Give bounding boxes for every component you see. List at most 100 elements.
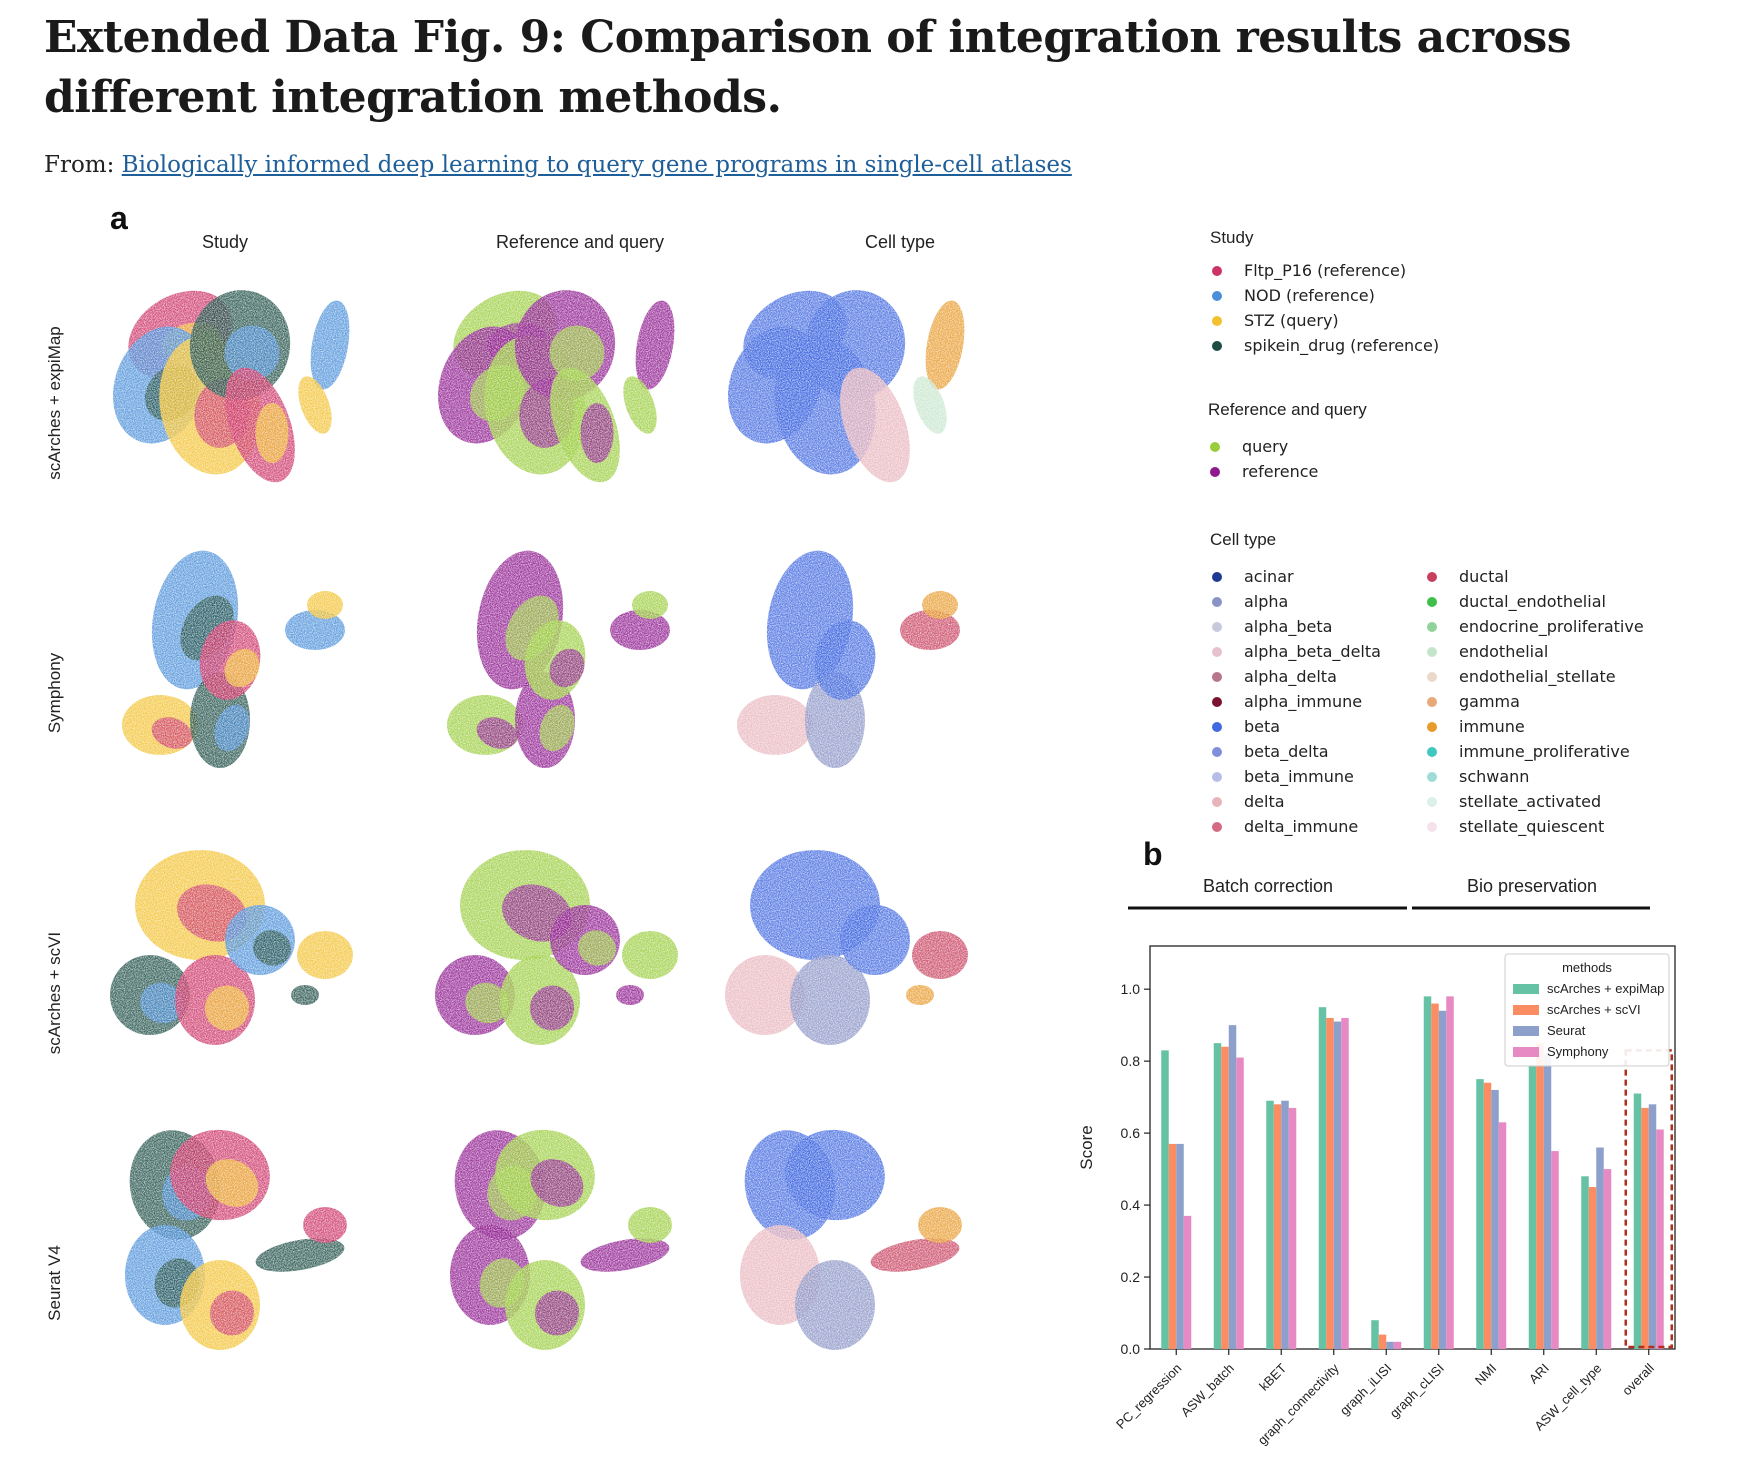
bar [1476, 1079, 1484, 1349]
bar [1161, 1050, 1169, 1349]
legend-item: gamma [1425, 689, 1644, 714]
umap-cluster [795, 1260, 875, 1350]
chart-legend-swatch [1513, 1005, 1539, 1015]
legend-label: alpha_immune [1244, 692, 1363, 711]
umap-cluster [476, 717, 518, 749]
umap-cluster [530, 1159, 584, 1207]
x-tick-label: kBET [1256, 1360, 1289, 1393]
legend-item: alpha_beta_delta [1210, 639, 1425, 664]
panel-a-letter: a [110, 200, 128, 236]
chart-legend-label: Symphony [1547, 1044, 1609, 1059]
chart-legend-label: scArches + expiMap [1547, 981, 1664, 996]
from-label: From: [44, 152, 115, 178]
y-tick-label: 0.2 [1121, 1269, 1141, 1285]
legend-label: beta_immune [1244, 767, 1354, 786]
bar-chart: Batch correction Bio preservation 0.0 0.2… [1077, 876, 1676, 1448]
x-tick-label: NMI [1472, 1361, 1499, 1388]
chart-legend-swatch [1513, 984, 1539, 994]
bar [1236, 1057, 1244, 1349]
legend-swatch [1212, 696, 1222, 707]
legend-label: immune [1459, 717, 1525, 736]
y-tick-label: 0.6 [1121, 1125, 1141, 1141]
group-label-bio-preservation: Bio preservation [1467, 876, 1597, 896]
bar [1648, 1104, 1657, 1349]
row-label-seurat: Seurat V4 [45, 1245, 64, 1321]
umap-cluster [790, 955, 870, 1045]
umap-cluster [224, 325, 280, 381]
legend-swatch [1427, 721, 1437, 732]
umap-cluster [623, 376, 657, 434]
plot-frame [1149, 945, 1676, 1350]
bar [1446, 996, 1454, 1349]
umap-cluster [900, 610, 960, 650]
x-tick-label: overall [1619, 1360, 1657, 1398]
source-article-link[interactable]: Biologically informed deep learning to q… [121, 152, 1072, 178]
legend-label: ductal [1459, 567, 1509, 586]
y-tick-label: 1.0 [1121, 981, 1141, 997]
legend-label: schwann [1459, 767, 1530, 786]
chart-legend-box [1504, 953, 1670, 1067]
legend-label: STZ (query) [1244, 311, 1339, 330]
legend-swatch [1212, 746, 1222, 757]
legend-item: STZ (query) [1210, 308, 1439, 333]
legend-item: delta_immune [1210, 814, 1425, 839]
panel-b-letter: b [1143, 836, 1163, 872]
umap-cluster [297, 931, 353, 979]
source-line: From: Biologically informed deep learnin… [44, 152, 1072, 178]
legend-label: immune_proliferative [1459, 742, 1630, 761]
bar [1491, 1089, 1499, 1349]
legend-swatch [1427, 571, 1437, 582]
legend-label: acinar [1244, 567, 1294, 586]
bar [1438, 1010, 1447, 1349]
bar [1603, 1169, 1612, 1349]
bar [1168, 1143, 1177, 1349]
umap-cluster [209, 1290, 255, 1336]
column-title-reference-query: Reference and query [495, 232, 665, 252]
legend-swatch [1427, 671, 1437, 682]
legend-item: alpha_delta [1210, 664, 1425, 689]
umap-panel [112, 290, 350, 483]
row-label-symphony: Symphony [45, 652, 64, 734]
bar [1371, 1320, 1379, 1349]
legend-item: schwann [1425, 764, 1644, 789]
bar [1431, 1003, 1439, 1349]
chart-legend-label: Seurat [1547, 1023, 1586, 1038]
legend-swatch [1427, 621, 1437, 632]
legend-item: alpha [1210, 589, 1425, 614]
umap-cluster [285, 610, 345, 650]
umap-cluster [534, 1290, 580, 1336]
umap-panel [125, 1129, 347, 1350]
bar [1176, 1143, 1184, 1349]
legend-label: stellate_activated [1459, 792, 1602, 811]
legend-label: beta_delta [1244, 742, 1329, 761]
chart-legend-swatch [1513, 1047, 1539, 1057]
legend-swatch [1212, 821, 1222, 832]
umap-panel [450, 1129, 672, 1350]
umap-cluster [725, 955, 805, 1035]
column-title-cell-type: Cell type [864, 232, 936, 252]
legend-swatch [1427, 696, 1437, 707]
umap-panel [725, 850, 968, 1045]
umap-cluster [205, 1159, 259, 1207]
umap-panel [437, 290, 675, 483]
legend-item: endothelial_stellate [1425, 664, 1644, 689]
legend-label: delta_immune [1244, 817, 1359, 836]
legend-reference-query: Reference and query query reference [1208, 400, 1367, 484]
bar [1641, 1107, 1649, 1349]
legend-swatch [1210, 441, 1220, 452]
umap-panel [122, 550, 345, 768]
bar [1483, 1082, 1492, 1349]
chart-legend-label: scArches + scVI [1547, 1002, 1641, 1017]
umap-cluster [539, 704, 575, 752]
umap-cluster [224, 648, 260, 688]
legend-study-title: Study [1210, 228, 1254, 247]
bar [1551, 1151, 1559, 1349]
legend-cell-type: Cell type acinar alpha alpha_beta alpha_bet… [1210, 530, 1644, 839]
legend-item: immune_proliferative [1425, 739, 1644, 764]
legend-item: alpha_beta [1210, 614, 1425, 639]
umap-cluster [814, 620, 876, 700]
bar [1596, 1147, 1604, 1349]
legend-swatch [1212, 265, 1222, 276]
umap-panel [727, 290, 965, 483]
bar [1288, 1107, 1297, 1349]
